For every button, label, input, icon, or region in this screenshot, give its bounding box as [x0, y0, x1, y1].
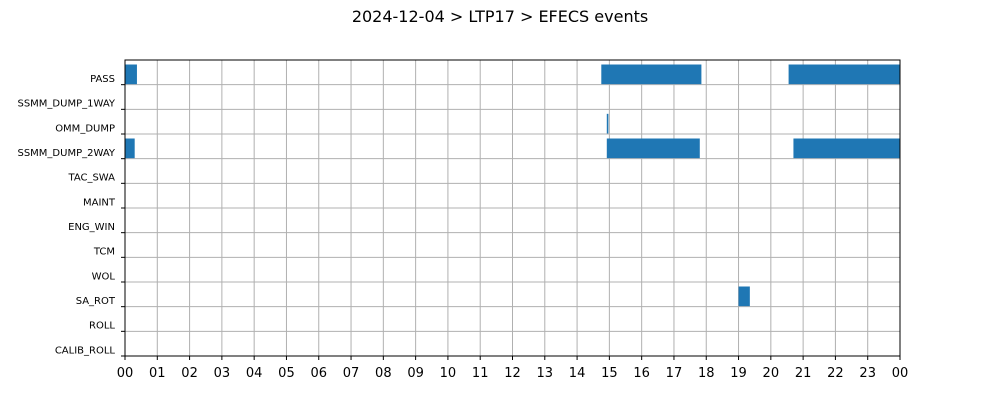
event-bar	[793, 138, 900, 159]
x-tick-label: 06	[310, 366, 327, 381]
y-tick-label: TAC_SWA	[67, 173, 115, 184]
y-tick-label: SSMM_DUMP_1WAY	[17, 99, 115, 110]
x-tick-label: 04	[246, 366, 263, 381]
x-tick-label: 21	[795, 366, 812, 381]
y-tick-label: SSMM_DUMP_2WAY	[17, 148, 115, 159]
x-tick-label: 10	[440, 366, 457, 381]
event-bar	[738, 286, 750, 307]
event-bar	[606, 138, 700, 159]
y-tick-label: PASS	[90, 74, 115, 85]
event-bars	[125, 64, 900, 307]
x-tick-label: 03	[214, 366, 231, 381]
x-tick-label: 12	[504, 366, 521, 381]
event-bar	[601, 64, 702, 85]
x-tick-label: 08	[375, 366, 392, 381]
y-tick-label: MAINT	[83, 197, 116, 208]
x-tick-label: 16	[633, 366, 650, 381]
y-tick-label: TCM	[93, 247, 115, 258]
x-tick-label: 22	[827, 366, 844, 381]
y-axis: PASS SSMM_DUMP_1WAY OMM_DUMP SSMM_DUMP_2WAY…	[17, 74, 125, 357]
x-tick-label: 23	[859, 366, 876, 381]
x-tick-label: 09	[407, 366, 424, 381]
y-tick-label: WOL	[92, 271, 116, 282]
x-tick-label: 14	[569, 366, 586, 381]
chart-title: 2024-12-04 > LTP17 > EFECS events	[352, 7, 648, 26]
y-tick-label: OMM_DUMP	[55, 123, 115, 134]
x-tick-label: 11	[472, 366, 489, 381]
x-tick-label: 07	[343, 366, 360, 381]
x-tick-label: 00	[892, 366, 909, 381]
x-tick-label: 20	[763, 366, 780, 381]
event-bar	[125, 138, 135, 159]
y-tick-label: ENG_WIN	[68, 222, 115, 233]
x-tick-label: 00	[117, 366, 134, 381]
x-tick-label: 17	[666, 366, 683, 381]
event-bar	[788, 64, 900, 85]
grid-lines	[124, 60, 901, 357]
x-tick-label: 01	[149, 366, 166, 381]
x-tick-label: 05	[278, 366, 295, 381]
x-axis: 00 01 02 03 04 05 06 07 08 09 10 11 12 13 14 15 16 17 18 19…	[117, 356, 909, 381]
x-tick-label: 13	[537, 366, 554, 381]
event-bar	[606, 113, 609, 134]
y-tick-label: CALIB_ROLL	[55, 345, 116, 356]
x-tick-label: 18	[698, 366, 715, 381]
x-tick-label: 02	[181, 366, 198, 381]
x-tick-label: 19	[730, 366, 747, 381]
y-tick-label: SA_ROT	[76, 296, 116, 307]
event-bar	[125, 64, 137, 85]
y-tick-label: ROLL	[89, 321, 115, 332]
x-tick-label: 15	[601, 366, 618, 381]
